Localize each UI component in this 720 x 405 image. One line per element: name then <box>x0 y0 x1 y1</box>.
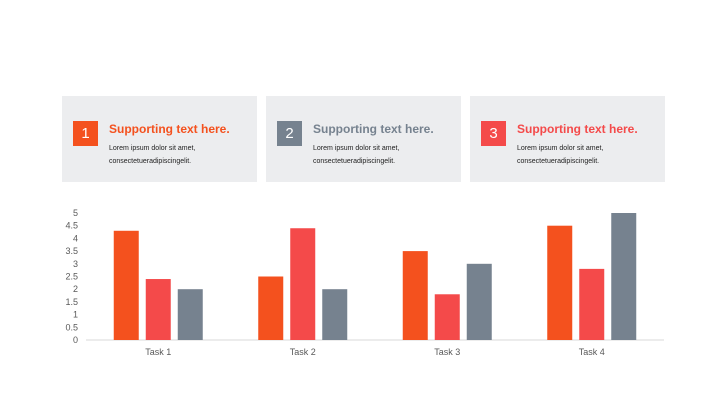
card-body-line: Lorem ipsum dolor sit amet, <box>109 145 196 152</box>
card-body-line: Lorem ipsum dolor sit amet, <box>313 145 400 152</box>
bar-task-2-series-3 <box>322 289 348 340</box>
bar-task-1-series-3 <box>177 289 203 340</box>
card-title: Supporting text here. <box>313 122 434 136</box>
y-tick-label: 3 <box>73 259 78 269</box>
y-tick-label: 1 <box>73 310 78 320</box>
bar-task-2-series-2 <box>290 228 316 340</box>
supporting-card-2: 2 Supporting text here. Lorem ipsum dolo… <box>266 96 461 182</box>
card-body-text: Lorem ipsum dolor sit amet, consectetuer… <box>517 142 662 168</box>
bar-task-2-series-1 <box>258 276 284 340</box>
card-body-line: consectetueradipiscingelit. <box>517 158 600 165</box>
supporting-card-3: 3 Supporting text here. Lorem ipsum dolo… <box>470 96 665 182</box>
y-tick-label: 3.5 <box>65 246 78 256</box>
bar-task-3-series-3 <box>466 263 492 340</box>
card-body-line: Lorem ipsum dolor sit amet, <box>517 145 604 152</box>
bar-task-1-series-2 <box>145 279 171 340</box>
y-tick-label: 1.5 <box>65 297 78 307</box>
x-tick-label: Task 2 <box>290 347 316 357</box>
card-number-badge: 2 <box>277 121 302 146</box>
y-tick-label: 4 <box>73 233 78 243</box>
card-number-badge: 3 <box>481 121 506 146</box>
x-tick-label: Task 4 <box>579 347 605 357</box>
y-tick-label: 5 <box>73 208 78 218</box>
y-tick-label: 4.5 <box>65 221 78 231</box>
bar-task-1-series-1 <box>113 230 139 340</box>
card-body-line: consectetueradipiscingelit. <box>109 158 192 165</box>
y-tick-label: 0.5 <box>65 322 78 332</box>
y-tick-label: 0 <box>73 335 78 345</box>
bar-task-4-series-1 <box>547 225 573 340</box>
bar-task-4-series-2 <box>579 268 605 340</box>
bar-task-3-series-1 <box>402 251 428 340</box>
bar-task-3-series-2 <box>434 294 460 340</box>
bar-task-4-series-3 <box>611 213 637 340</box>
x-tick-label: Task 3 <box>434 347 460 357</box>
card-body-text: Lorem ipsum dolor sit amet, consectetuer… <box>313 142 458 168</box>
y-tick-label: 2.5 <box>65 272 78 282</box>
card-body-text: Lorem ipsum dolor sit amet, consectetuer… <box>109 142 254 168</box>
card-title: Supporting text here. <box>517 122 638 136</box>
y-tick-label: 2 <box>73 284 78 294</box>
card-body-line: consectetueradipiscingelit. <box>313 158 396 165</box>
card-number-badge: 1 <box>73 121 98 146</box>
supporting-card-1: 1 Supporting text here. Lorem ipsum dolo… <box>62 96 257 182</box>
x-tick-label: Task 1 <box>145 347 171 357</box>
card-title: Supporting text here. <box>109 122 230 136</box>
